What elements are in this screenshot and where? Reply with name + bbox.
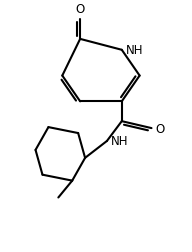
Text: O: O — [75, 3, 85, 16]
Text: O: O — [156, 122, 165, 135]
Text: NH: NH — [126, 44, 143, 57]
Text: NH: NH — [111, 135, 128, 148]
